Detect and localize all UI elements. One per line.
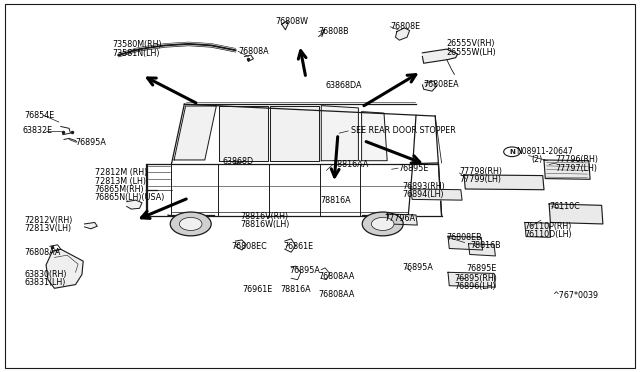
Text: ^767*0039: ^767*0039 — [552, 291, 598, 300]
Text: 76895E: 76895E — [398, 164, 428, 173]
Text: 76865M(RH): 76865M(RH) — [95, 185, 145, 194]
Text: 76894(LH): 76894(LH) — [402, 190, 444, 199]
Text: 76895A: 76895A — [289, 266, 320, 275]
Text: 72812M (RH): 72812M (RH) — [95, 169, 147, 177]
Text: 78816AA: 78816AA — [333, 160, 369, 169]
Text: 76854E: 76854E — [24, 111, 54, 120]
Text: 63868DA: 63868DA — [325, 81, 362, 90]
Text: 76895A: 76895A — [76, 138, 106, 147]
Text: 76895E: 76895E — [466, 264, 496, 273]
Text: 26555V(RH): 26555V(RH) — [447, 39, 495, 48]
Text: 76808AA: 76808AA — [24, 248, 61, 257]
Text: 77799(LH): 77799(LH) — [460, 175, 502, 184]
Text: N: N — [509, 149, 515, 155]
Polygon shape — [46, 249, 83, 288]
Text: 63868D: 63868D — [223, 157, 254, 166]
Polygon shape — [319, 29, 324, 36]
Polygon shape — [544, 160, 590, 179]
Text: 76808E: 76808E — [390, 22, 420, 31]
Text: 63832E: 63832E — [22, 126, 52, 135]
Polygon shape — [549, 204, 603, 224]
Text: 76861E: 76861E — [283, 242, 313, 251]
Text: N08911-20647: N08911-20647 — [516, 147, 573, 156]
Circle shape — [362, 212, 403, 236]
Text: 76895(RH): 76895(RH) — [454, 274, 497, 283]
Text: 26555W(LH): 26555W(LH) — [447, 48, 497, 57]
Text: 73580M(RH): 73580M(RH) — [112, 40, 162, 49]
Text: 63831(LH): 63831(LH) — [24, 278, 66, 287]
Text: 76961E: 76961E — [242, 285, 272, 294]
Text: 78816V(RH): 78816V(RH) — [240, 212, 288, 221]
Text: 78816A: 78816A — [280, 285, 311, 294]
Polygon shape — [411, 189, 462, 200]
Text: 76808B: 76808B — [319, 27, 349, 36]
Text: 76808W: 76808W — [275, 17, 308, 26]
Text: 76110D(LH): 76110D(LH) — [525, 230, 572, 239]
Polygon shape — [448, 236, 483, 250]
Text: 78816W(LH): 78816W(LH) — [240, 220, 289, 229]
Polygon shape — [174, 106, 216, 160]
Text: 76865N(LH)(USA): 76865N(LH)(USA) — [95, 193, 165, 202]
Text: 72813M (LH): 72813M (LH) — [95, 177, 146, 186]
Polygon shape — [321, 106, 358, 161]
Text: 76808EB: 76808EB — [447, 233, 483, 242]
Text: 77797(LH): 77797(LH) — [556, 164, 598, 173]
Polygon shape — [270, 106, 319, 161]
Text: 76808AA: 76808AA — [319, 272, 355, 281]
Polygon shape — [219, 106, 268, 161]
Text: 63830(RH): 63830(RH) — [24, 270, 67, 279]
Polygon shape — [396, 28, 410, 40]
Circle shape — [170, 212, 211, 236]
Text: 76808A: 76808A — [238, 47, 269, 56]
Text: 77796(RH): 77796(RH) — [556, 155, 598, 164]
Text: 73581N(LH): 73581N(LH) — [112, 49, 159, 58]
Text: 76895A: 76895A — [402, 263, 433, 272]
Text: 76893(RH): 76893(RH) — [402, 182, 445, 190]
Polygon shape — [464, 175, 544, 190]
Text: (2): (2) — [531, 155, 543, 164]
Polygon shape — [468, 244, 495, 256]
Text: 76110C: 76110C — [549, 202, 580, 211]
Circle shape — [371, 217, 394, 231]
Text: 76896(LH): 76896(LH) — [454, 282, 496, 291]
Text: 76808AA: 76808AA — [319, 290, 355, 299]
Polygon shape — [422, 81, 436, 91]
Text: 72813V(LH): 72813V(LH) — [24, 224, 72, 233]
Text: 72812V(RH): 72812V(RH) — [24, 216, 73, 225]
Text: 78816A: 78816A — [320, 196, 351, 205]
Polygon shape — [422, 49, 458, 63]
Polygon shape — [127, 200, 142, 209]
Polygon shape — [282, 21, 288, 30]
Text: 76808EC: 76808EC — [232, 242, 268, 251]
Polygon shape — [448, 272, 495, 287]
Text: 78816B: 78816B — [470, 241, 501, 250]
Polygon shape — [387, 214, 417, 225]
Circle shape — [179, 217, 202, 231]
Text: 77798(RH): 77798(RH) — [460, 167, 502, 176]
Text: 76808EA: 76808EA — [424, 80, 460, 89]
Polygon shape — [525, 222, 550, 237]
Polygon shape — [84, 222, 97, 229]
Polygon shape — [362, 112, 387, 161]
Text: SEE REAR DOOR STOPPER: SEE REAR DOOR STOPPER — [351, 126, 456, 135]
Text: 76110P(RH): 76110P(RH) — [525, 222, 572, 231]
Text: 77796A: 77796A — [384, 214, 415, 223]
